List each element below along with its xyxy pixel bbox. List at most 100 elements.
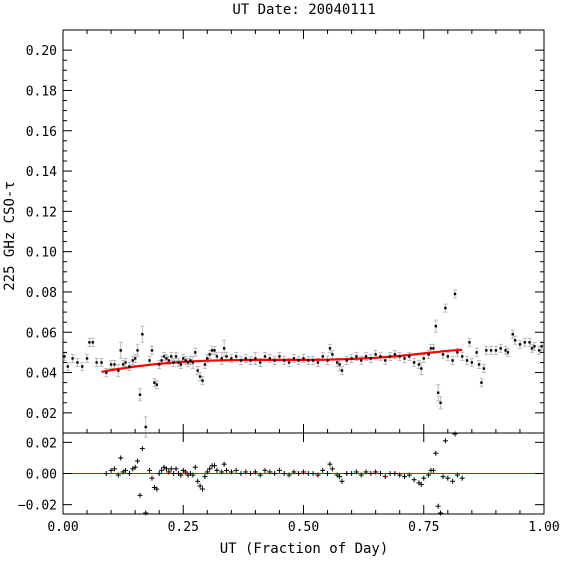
data-point: [121, 363, 125, 366]
data-point: [141, 333, 144, 336]
data-point: [417, 363, 421, 366]
residual-point: [442, 438, 448, 444]
data-point: [470, 361, 474, 364]
data-point: [165, 357, 168, 360]
data-point: [369, 357, 373, 360]
data-point: [513, 339, 517, 342]
data-point: [254, 357, 257, 360]
data-point: [340, 369, 344, 372]
data-point: [475, 351, 478, 354]
residual-point: [382, 474, 388, 480]
residual-axis-ticks: −0.02 0.00 0.02 0.00 0.25 0.50 0.75 1.00: [18, 30, 560, 535]
data-point: [131, 359, 134, 362]
residual-point: [281, 471, 287, 476]
data-point: [398, 355, 401, 358]
main-plot-frame: [62, 29, 545, 434]
residual-point: [166, 469, 172, 475]
residual-y-tick-label: −0.02: [18, 499, 57, 514]
data-point: [179, 363, 183, 366]
residual-point: [305, 471, 311, 476]
data-point: [518, 343, 522, 346]
residual-point: [310, 471, 316, 476]
residual-point: [433, 450, 439, 456]
residual-point: [243, 469, 249, 475]
y-tick-label: 0.06: [26, 326, 57, 341]
residual-point: [224, 467, 230, 473]
data-point: [427, 353, 430, 356]
x-tick-label: 0.25: [168, 520, 199, 535]
residual-point: [219, 469, 225, 475]
data-point: [482, 367, 486, 370]
data-point: [278, 355, 281, 358]
residual-point: [276, 467, 282, 473]
data-point: [196, 369, 199, 372]
data-point: [326, 359, 329, 362]
x-tick-label: 0.00: [47, 520, 78, 535]
y-tick-label: 0.16: [26, 125, 57, 140]
residual-point: [132, 464, 138, 470]
residual-point: [214, 467, 220, 473]
y-tick-label: 0.04: [26, 367, 57, 382]
x-tick-label: 0.75: [408, 520, 439, 535]
x-tick-label: 0.50: [288, 520, 319, 535]
residual-point: [397, 472, 403, 478]
data-point: [71, 357, 74, 360]
main-axis-ticks: 0.02 0.04 0.06 0.08 0.10 0.12 0.14 0.16 0.18 0.20: [26, 30, 545, 433]
data-point: [167, 359, 171, 362]
data-point: [117, 369, 120, 372]
residual-panel: −0.02 0.00 0.02 0.00 0.25 0.50 0.75 1.00: [18, 30, 560, 535]
data-point: [268, 357, 272, 360]
residual-point: [197, 483, 203, 489]
residual-point: [103, 471, 109, 476]
residual-point: [228, 469, 234, 475]
residual-point: [183, 469, 189, 475]
residual-point: [320, 467, 326, 473]
residual-point: [267, 469, 273, 475]
residual-point: [137, 492, 143, 498]
residual-point: [143, 510, 149, 516]
residual-point: [173, 466, 179, 472]
chart-title: UT Date: 20040111: [232, 2, 375, 18]
data-point: [412, 361, 416, 364]
y-tick-label: 0.20: [26, 44, 57, 59]
residual-point: [195, 478, 201, 484]
residual-point: [163, 466, 169, 472]
fit-line: [101, 348, 463, 373]
data-point: [420, 367, 423, 370]
data-point: [244, 357, 247, 360]
residual-point: [154, 486, 160, 492]
data-point: [388, 355, 392, 358]
data-point: [113, 363, 116, 366]
residual-point: [108, 467, 114, 473]
residual-point: [238, 471, 244, 476]
data-point: [540, 345, 543, 348]
residual-point: [168, 466, 174, 472]
data-point: [494, 349, 498, 352]
data-point: [155, 383, 158, 386]
data-point: [109, 363, 113, 366]
data-point: [345, 359, 348, 362]
data-point: [105, 371, 108, 374]
residual-point: [368, 471, 374, 476]
residual-point: [315, 472, 321, 478]
data-point: [263, 355, 267, 358]
residual-point: [363, 469, 369, 475]
x-tick-label: 1.00: [528, 520, 559, 535]
data-point: [350, 357, 353, 360]
data-point: [124, 361, 127, 364]
residual-point: [262, 467, 268, 473]
data-point: [148, 359, 151, 362]
data-point: [444, 306, 447, 310]
residual-point: [435, 503, 441, 509]
residual-y-tick-label: 0.00: [26, 468, 57, 483]
data-point: [316, 361, 320, 364]
data-point: [95, 361, 98, 364]
residual-point: [349, 471, 355, 476]
data-point: [451, 359, 454, 362]
data-point: [136, 349, 139, 352]
residual-point: [123, 467, 129, 473]
data-point: [408, 355, 411, 358]
data-point: [172, 361, 175, 364]
y-tick-label: 0.08: [26, 286, 57, 301]
data-point: [249, 359, 252, 362]
